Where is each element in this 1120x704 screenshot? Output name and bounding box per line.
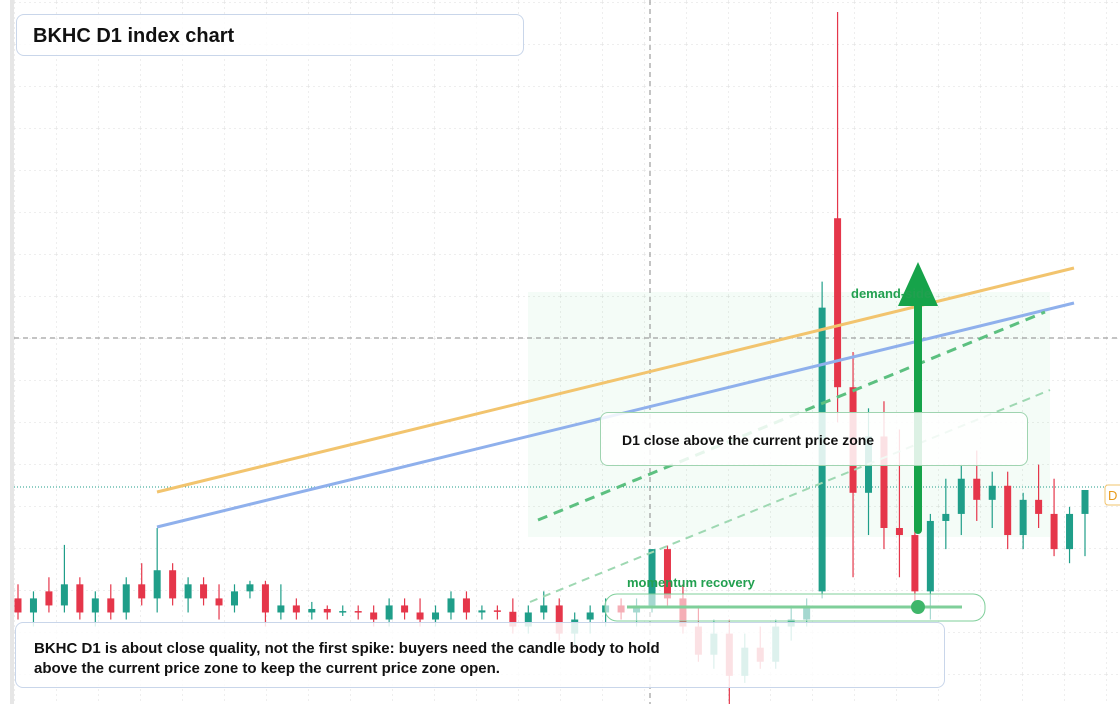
candle-body — [973, 478, 981, 500]
candle-body — [370, 612, 378, 620]
note-text: BKHC D1 is about close quality, not the … — [34, 640, 660, 677]
candle-body — [323, 608, 331, 613]
left-border — [10, 0, 14, 704]
price-tag-label: D — [1108, 488, 1117, 503]
price-tag — [1104, 484, 1120, 506]
candle-body — [416, 612, 424, 620]
candle-body — [880, 436, 888, 528]
candle-body — [988, 485, 996, 500]
slider-knob[interactable] — [911, 600, 925, 614]
chart-title: BKHC D1 index chart — [16, 14, 524, 56]
candle-body — [447, 598, 455, 613]
candle-body — [1035, 499, 1043, 514]
candle-body — [277, 605, 285, 613]
candle-body — [834, 218, 842, 388]
candle-body — [586, 612, 594, 620]
candle-body — [540, 605, 548, 613]
candle-body — [45, 591, 53, 606]
candle-body — [648, 549, 656, 606]
candle-body — [911, 535, 919, 592]
candle-body — [261, 584, 269, 613]
candle-body — [60, 584, 68, 606]
candle-body — [524, 612, 532, 627]
candle-body — [292, 605, 300, 613]
candle-body — [339, 611, 347, 613]
candle-body — [215, 598, 223, 606]
candle-body — [122, 584, 130, 613]
candle-body — [354, 611, 362, 613]
candle-body — [926, 520, 934, 592]
candle-body — [478, 610, 486, 613]
candle-body — [462, 598, 470, 613]
candle-body — [895, 528, 903, 536]
candle-body — [1004, 485, 1012, 536]
candle-body — [1081, 489, 1089, 514]
candle-body — [1019, 499, 1027, 536]
candle-body — [138, 584, 146, 599]
candle-body — [76, 584, 84, 613]
candle-body — [401, 605, 409, 613]
candle-body — [246, 584, 254, 592]
note: BKHC D1 is about close quality, not the … — [15, 622, 945, 688]
candle-body — [493, 610, 501, 612]
candle-body — [509, 611, 517, 627]
candle-body — [200, 584, 208, 599]
zone-note: D1 close above the current price zone — [600, 412, 1028, 466]
candle-body — [153, 570, 161, 599]
candle-body — [432, 612, 440, 620]
candle-body — [184, 584, 192, 599]
candle-body — [555, 605, 563, 634]
candle-body — [308, 608, 316, 613]
candle-body — [169, 570, 177, 599]
candle-body — [29, 598, 37, 613]
annotation: momentum recovery — [627, 575, 756, 590]
candle-body — [230, 591, 238, 606]
candle-body — [942, 513, 950, 521]
annotation: demand-side — [851, 286, 931, 301]
candle-body — [957, 478, 965, 514]
candle-body — [663, 549, 671, 599]
candle-body — [91, 598, 99, 613]
candle-body — [107, 598, 115, 613]
candle-body — [14, 598, 22, 613]
grid — [14, 0, 1120, 704]
candle-body — [385, 605, 393, 620]
candle-body — [1050, 513, 1058, 550]
candle-body — [1066, 513, 1074, 550]
arrow-head — [898, 262, 938, 306]
